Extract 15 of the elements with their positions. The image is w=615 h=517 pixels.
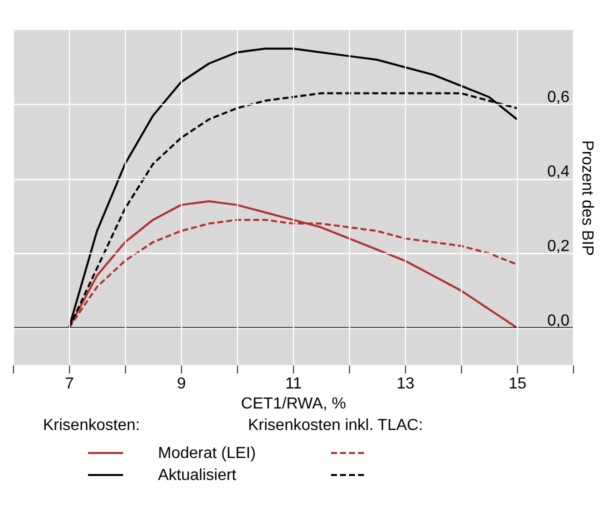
y-tick-label: 0,6 [547, 88, 570, 106]
x-axis-title: CET1/RWA, % [241, 396, 346, 412]
y-tick-label: 0,0 [547, 312, 570, 330]
y-tick-label: 0,2 [547, 238, 570, 255]
x-tick-label: 13 [396, 376, 414, 392]
x-tick-label: 7 [65, 376, 74, 392]
legend-label: Moderat (LEI) [158, 445, 256, 462]
text: Krisenkosten inkl. TLAC: [248, 417, 423, 434]
y-axis-title: Prozent des BIP [578, 140, 596, 256]
x-tick-label: 9 [177, 376, 186, 392]
legend-label: Aktualisiert [158, 467, 237, 484]
x-tick-label: 15 [508, 376, 526, 392]
x-tick-label: 11 [285, 376, 302, 392]
y-tick-label: 0,4 [547, 163, 570, 180]
legend-title: Krisenkosten: [43, 417, 140, 434]
